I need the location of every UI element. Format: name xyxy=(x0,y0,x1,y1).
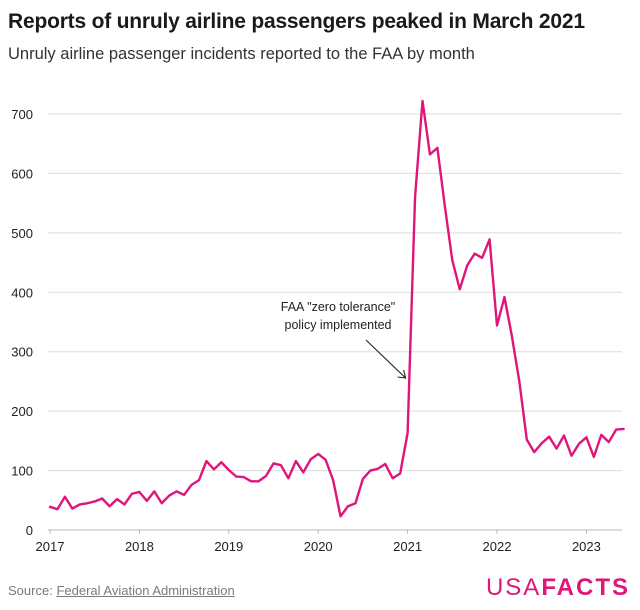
annotation-arrowhead xyxy=(397,369,407,379)
x-tick-label-2020: 2020 xyxy=(304,539,333,554)
x-tick-label-2023: 2023 xyxy=(572,539,601,554)
y-tick-label-100: 100 xyxy=(11,464,33,479)
chart-subtitle: Unruly airline passenger incidents repor… xyxy=(8,45,475,63)
y-tick-label-400: 400 xyxy=(11,285,33,300)
usafacts-logo[interactable]: USAFACTS xyxy=(486,574,630,602)
series-line-0 xyxy=(48,99,625,518)
logo-usa: USA xyxy=(485,574,542,601)
source-link[interactable]: Federal Aviation Administration xyxy=(56,583,235,598)
x-tick-label-2018: 2018 xyxy=(125,539,154,554)
annotation-line-1: FAA "zero tolerance" xyxy=(281,300,396,314)
x-tick-label-2022: 2022 xyxy=(483,539,512,554)
annotation-arrow xyxy=(365,339,406,379)
y-tick-label-500: 500 xyxy=(11,226,33,241)
source-label: Source: xyxy=(8,583,53,598)
logo-facts: FACTS xyxy=(541,574,630,601)
y-tick-label-0: 0 xyxy=(26,523,33,538)
y-tick-label-300: 300 xyxy=(11,345,33,360)
y-tick-label-700: 700 xyxy=(11,107,33,122)
source-note: Source: Federal Aviation Administration xyxy=(8,583,235,598)
chart-title: Reports of unruly airline passengers pea… xyxy=(8,10,585,33)
y-tick-label-200: 200 xyxy=(11,404,33,419)
annotation-line-2: policy implemented xyxy=(285,318,392,332)
x-tick-label-2017: 2017 xyxy=(36,539,65,554)
y-tick-label-600: 600 xyxy=(11,166,33,181)
x-tick-label-2021: 2021 xyxy=(393,539,422,554)
x-tick-label-2019: 2019 xyxy=(214,539,243,554)
